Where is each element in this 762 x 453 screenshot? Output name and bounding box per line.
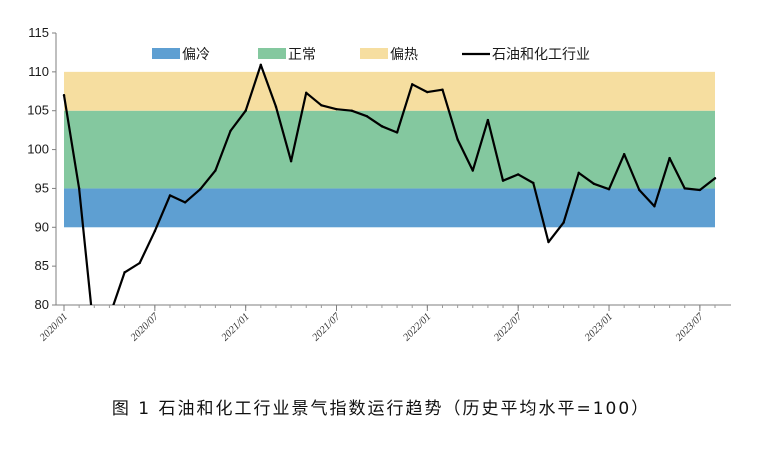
legend-swatch-2 (360, 48, 388, 59)
legend-swatch-1 (258, 48, 286, 59)
data-point (532, 181, 535, 185)
legend-label-1: 正常 (288, 47, 316, 63)
data-point (229, 129, 232, 133)
data-point (607, 188, 611, 191)
band-2 (64, 71, 715, 111)
data-point (411, 83, 414, 86)
data-point (289, 160, 293, 163)
data-point (562, 221, 565, 224)
data-point (395, 131, 399, 134)
chart: 80 85 90 95 100 105 110 115 2020/01 2020/07 2021/… (27, 25, 731, 344)
data-point (501, 179, 505, 182)
data-point (62, 93, 66, 97)
data-point (168, 194, 172, 197)
data-point (183, 201, 187, 204)
band-1 (64, 110, 715, 189)
legend-label-series-0: 石油和化工行业 (492, 47, 590, 63)
y-tick-label: 80 (35, 297, 49, 312)
data-point (214, 169, 217, 172)
x-tick-label: 2021/07 (311, 311, 344, 344)
data-point (547, 240, 550, 244)
x-tick-label: 2022/01 (401, 311, 433, 343)
series-line-0 (62, 63, 717, 305)
y-tick-label: 110 (28, 64, 49, 79)
data-point (77, 187, 81, 190)
line-layer (62, 63, 717, 337)
data-point (123, 271, 126, 274)
data-point (426, 90, 429, 94)
data-point (638, 188, 641, 192)
x-tick-label: 2020/01 (38, 311, 70, 343)
data-point (622, 153, 626, 156)
data-point (456, 138, 459, 141)
legend-label-2: 偏热 (390, 47, 418, 63)
x-tick-label: 2021/01 (220, 311, 252, 343)
data-point (335, 107, 338, 111)
x-tick-label: 2023/07 (674, 311, 707, 344)
data-point (471, 169, 474, 172)
band-layer (64, 71, 715, 228)
legend-label-0: 偏冷 (182, 47, 210, 63)
data-point (380, 125, 384, 128)
data-point (244, 109, 247, 112)
data-point (320, 104, 323, 107)
data-point (365, 114, 368, 118)
data-point (592, 182, 596, 185)
y-tick-label: 85 (35, 258, 49, 273)
band-0 (64, 188, 715, 228)
y-tick-label: 90 (35, 219, 49, 234)
data-point (199, 188, 202, 191)
data-point (713, 177, 717, 180)
data-point (138, 261, 141, 265)
data-point (668, 156, 671, 160)
data-point (93, 335, 95, 337)
data-point (305, 91, 308, 95)
data-point (259, 63, 263, 67)
data-point (350, 109, 353, 112)
data-point (653, 205, 656, 208)
data-point (698, 188, 702, 192)
x-tick-label: 2022/07 (492, 311, 525, 344)
x-tick-label: 2023/01 (583, 311, 615, 343)
y-tick-label: 95 (35, 180, 49, 195)
y-tick-label: 105 (27, 103, 49, 118)
data-point (274, 105, 278, 109)
y-tick-label: 115 (28, 25, 49, 40)
x-axis: 2020/01 2020/07 2021/01 2021/07 2022/01 2022/… (38, 304, 731, 344)
figure-caption: 图 1 石油和化工行业景气指数运行趋势（历史平均水平=100） (111, 399, 651, 419)
x-tick-label: 2020/07 (129, 311, 162, 344)
y-axis: 80 85 90 95 100 105 110 115 (27, 25, 57, 312)
legend-swatch-0 (152, 48, 180, 59)
data-point (577, 171, 580, 175)
data-point (108, 315, 110, 317)
y-tick-label: 100 (27, 142, 49, 157)
legend: 偏冷 正常 偏热 石油和化工行业 (152, 47, 590, 63)
data-point (516, 173, 520, 176)
data-point (683, 187, 686, 190)
data-point (441, 88, 444, 91)
data-point (486, 118, 490, 122)
data-point (153, 229, 157, 233)
